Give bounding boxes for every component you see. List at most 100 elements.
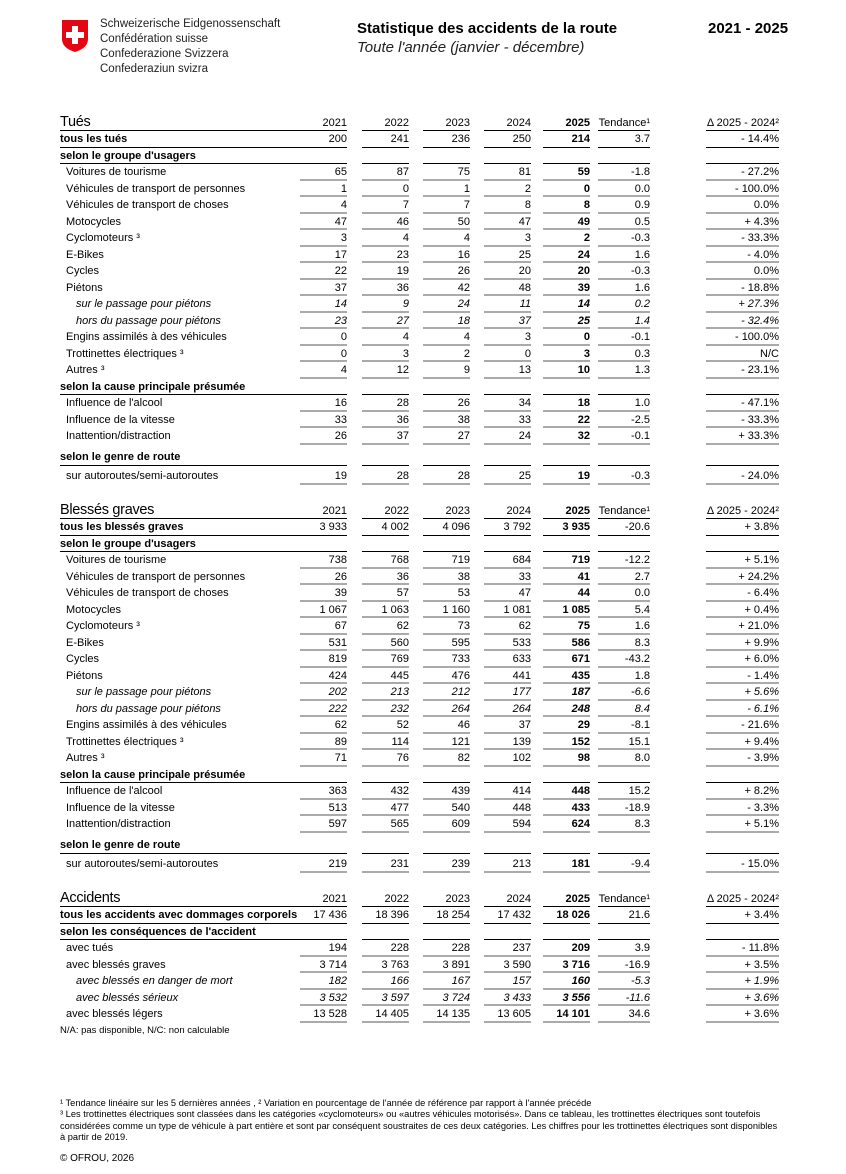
cell-2021: 597 (328, 818, 347, 830)
row-underline (362, 599, 409, 602)
cell-2024: 684 (512, 554, 531, 566)
cell-2024: 139 (512, 735, 531, 748)
cell-delta: + 3.6% (744, 1008, 779, 1020)
row-underline (543, 409, 590, 412)
row-underline (598, 748, 650, 750)
row-underline (300, 178, 347, 181)
row-underline (300, 971, 347, 973)
row-underline (598, 244, 650, 247)
cell-2023: 38 (457, 570, 470, 583)
cell-2023: 733 (451, 653, 470, 665)
cell-2024: 2 (524, 182, 531, 195)
cell-2021: 22 (334, 265, 347, 277)
row-underline (484, 426, 531, 428)
row-underline (484, 583, 531, 585)
row-underline (300, 343, 347, 346)
table-row: Engins assimilés à des véhicules 62 52 46 37… (60, 717, 794, 734)
cell-2021: 33 (334, 413, 347, 426)
cell-trend: -16.9 (624, 958, 650, 971)
row-label: Véhicules de transport de choses (66, 199, 229, 211)
row-underline (484, 698, 531, 701)
row-label: selon le genre de route (60, 838, 181, 851)
cell-2025: 433 (571, 801, 590, 814)
group-underline (706, 852, 779, 854)
row-underline (300, 764, 347, 767)
row-underline (543, 954, 590, 957)
row-underline (598, 764, 650, 767)
row-underline (423, 649, 470, 651)
cell-2023: 236 (451, 133, 470, 145)
row-underline (543, 731, 590, 734)
group-underline (706, 394, 779, 395)
group-underline (423, 394, 470, 395)
column-header: 2022 (384, 893, 409, 905)
row-underline (423, 814, 470, 816)
cell-trend: 1.6 (634, 248, 650, 261)
cell-2022: 46 (396, 215, 409, 228)
cell-2025: 19 (577, 469, 590, 482)
cell-2022: 213 (390, 686, 409, 698)
row-underline (423, 1020, 470, 1023)
header-underline (598, 517, 650, 519)
row-underline (706, 244, 779, 247)
cell-2022: 4 (402, 232, 409, 244)
cell-2021: 219 (328, 857, 347, 870)
table-row: Influence de l'alcool 363 432 439 414 448 15.2… (60, 783, 794, 800)
row-label: sur le passage pour piétons (76, 298, 212, 310)
row-label: tous les blessés graves (60, 521, 184, 533)
cell-2025: 209 (571, 942, 590, 954)
section-killed: Tués 2021 2022 2023 2024 2025 Tendance¹ Δ 2025 … (60, 113, 794, 485)
row-underline (423, 360, 470, 362)
row-underline (423, 261, 470, 263)
cell-2025: 181 (571, 857, 590, 870)
row-underline (423, 146, 470, 148)
cell-2021: 16 (334, 397, 347, 409)
cell-delta: - 47.1% (741, 397, 779, 409)
row-underline (598, 649, 650, 651)
row-underline (362, 715, 409, 717)
row-label: tous les accidents avec dommages corpore… (60, 909, 298, 921)
cell-trend: 8.3 (634, 818, 650, 830)
row-underline (706, 971, 779, 973)
cell-delta: - 3.9% (747, 752, 779, 764)
row-underline (423, 426, 470, 428)
cell-2023: 27 (457, 430, 470, 442)
row-underline (362, 797, 409, 800)
cell-2025: 14 101 (556, 1008, 590, 1020)
column-header: 2024 (506, 505, 531, 517)
table-row: Véhicules de transport de personnes 1 0 1 2 0… (60, 181, 794, 197)
cell-2021: 3 (340, 232, 347, 244)
header-underline (423, 129, 470, 131)
row-underline (484, 327, 531, 329)
cell-2025: 14 (577, 298, 590, 310)
table-row: Cyclomoteurs ³ 3 4 4 3 2 -0.3 - 33.3% (60, 230, 794, 247)
cell-trend: -2.5 (631, 413, 650, 426)
table-row: avec blessés graves 3 714 3 763 3 891 3 590 3… (60, 957, 794, 973)
row-underline (543, 987, 590, 990)
row-label: Véhicules de transport de personnes (66, 182, 246, 195)
row-underline (300, 244, 347, 247)
cell-2024: 11 (519, 298, 531, 310)
row-underline (543, 814, 590, 816)
row-underline (706, 632, 779, 635)
column-header: Tendance¹ (598, 117, 650, 129)
row-underline (423, 715, 470, 717)
cell-2021: 67 (334, 620, 347, 632)
table-row: E-Bikes 17 23 16 25 24 1.6 - 4.0% (60, 247, 794, 263)
cell-2024: 3 (524, 331, 531, 343)
row-underline (706, 195, 779, 197)
row-underline (300, 797, 347, 800)
column-header: 2022 (384, 505, 409, 517)
cell-2022: 228 (390, 942, 409, 954)
cell-2023: 121 (451, 735, 470, 748)
row-underline (706, 987, 779, 990)
row-underline (362, 987, 409, 990)
cell-2021: 14 (334, 298, 347, 310)
row-underline (423, 244, 470, 247)
group-underline (362, 782, 409, 783)
cell-2021: 89 (334, 735, 347, 748)
cell-2023: 4 (463, 232, 470, 244)
cell-2023: 1 (463, 182, 470, 195)
row-underline (484, 987, 531, 990)
row-label: Cyclomoteurs ³ (66, 232, 140, 244)
